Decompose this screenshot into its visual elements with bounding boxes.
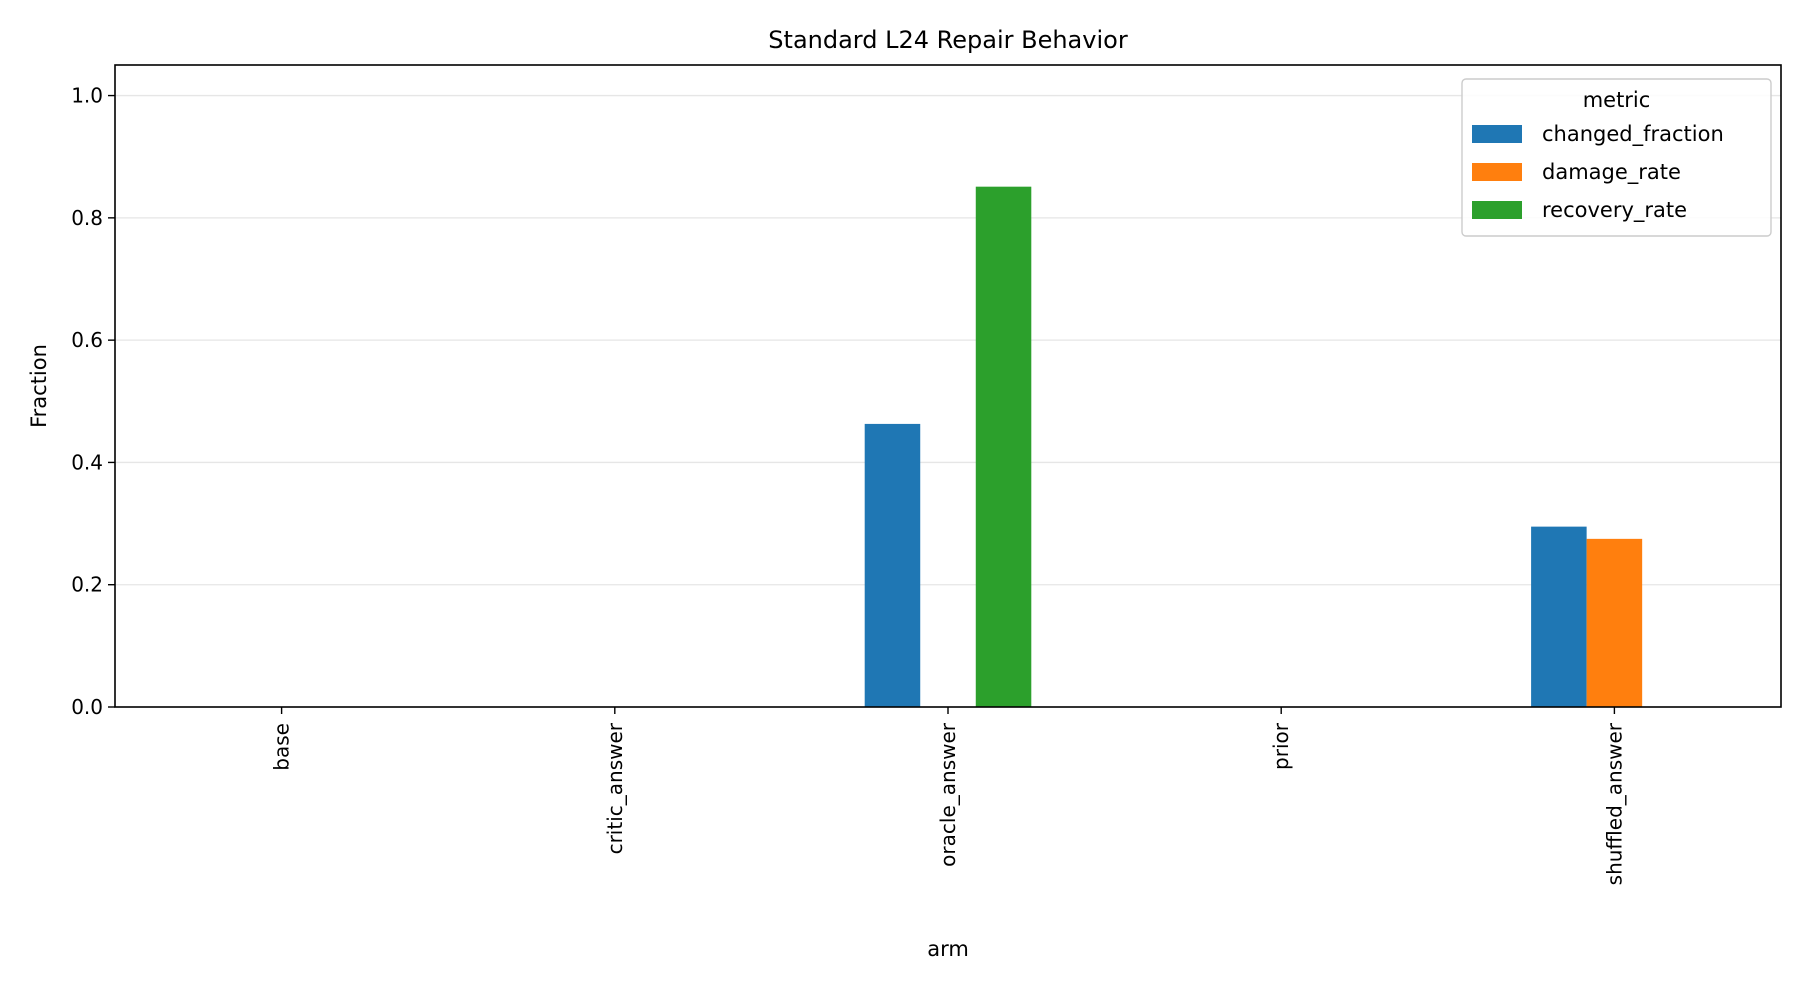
y-tick-label: 1.0: [71, 84, 103, 108]
x-axis-label: arm: [927, 937, 969, 961]
bar-recovery_rate-oracle_answer: [975, 186, 1032, 707]
y-tick-label: 0.6: [71, 328, 103, 352]
legend-items: changed_fraction damage_rate recovery_rate: [1472, 122, 1724, 223]
chart-title: Standard L24 Repair Behavior: [768, 26, 1128, 54]
x-tick-label: base: [270, 723, 294, 771]
legend-swatch-changed_fraction: [1472, 125, 1522, 143]
y-axis-label: Fraction: [27, 344, 51, 428]
legend-swatch-recovery_rate: [1472, 201, 1522, 219]
x-tick-label: prior: [1269, 722, 1293, 770]
y-tick-label: 0.0: [71, 695, 103, 719]
legend-label-recovery_rate: recovery_rate: [1542, 198, 1687, 223]
legend-box: [1461, 78, 1772, 237]
legend: metric changed_fraction damage_raterecove…: [1461, 78, 1772, 237]
bars: [864, 186, 1643, 707]
x-axis-ticks: base critic_answer oracle_answer prior shuff…: [270, 707, 1626, 885]
bar-changed_fraction-shuffled_answer: [1531, 526, 1587, 707]
y-tick-label: 0.8: [71, 206, 103, 230]
legend-swatch-damage_rate: [1472, 163, 1522, 181]
x-tick-label: shuffled_answer: [1602, 722, 1626, 885]
legend-label-changed_fraction: changed_fraction: [1542, 122, 1724, 147]
bar-changed_fraction-oracle_answer: [864, 423, 921, 707]
y-tick-label: 0.2: [71, 573, 103, 597]
legend-label-damage_rate: damage_rate: [1542, 160, 1681, 185]
x-tick-label: oracle_answer: [936, 722, 960, 867]
y-axis-ticks: 0.0 0.2 0.4 0.6 0.8 1.0: [71, 84, 115, 719]
x-tick-label: critic_answer: [603, 722, 627, 854]
y-tick-label: 0.4: [71, 450, 103, 474]
legend-title: metric: [1583, 88, 1651, 112]
bar-damage_rate-shuffled_answer: [1586, 538, 1643, 707]
